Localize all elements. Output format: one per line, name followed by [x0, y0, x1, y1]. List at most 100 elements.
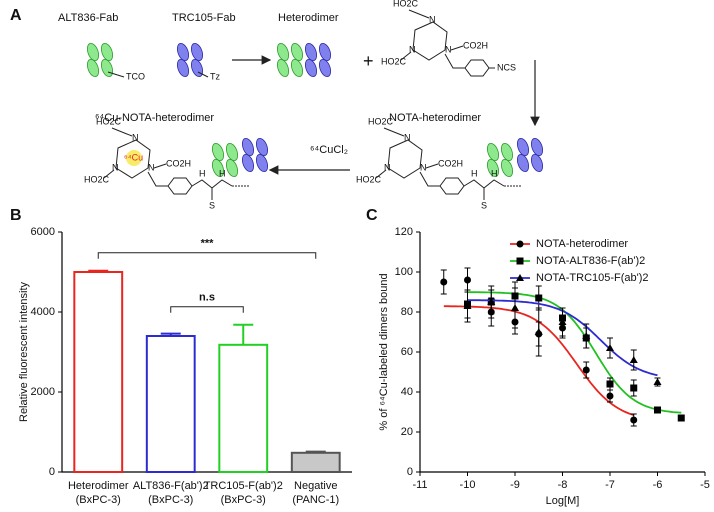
bar: [145, 335, 196, 473]
linker: [197, 71, 209, 78]
fab-domain: [225, 142, 239, 162]
point: [582, 366, 590, 374]
fab-domain: [516, 137, 530, 157]
fab-domain: [276, 42, 290, 62]
y-axis-label: % of ⁶⁴Cu-labeled dimers bound: [378, 273, 390, 430]
point: [606, 380, 614, 388]
fab-domain: [290, 58, 304, 78]
fab-domain: [318, 58, 332, 78]
bond: [375, 169, 387, 179]
chem-label: CO2H: [463, 40, 488, 50]
bracket-label: ***: [201, 238, 215, 250]
fab-domain: [255, 153, 269, 173]
copper-label: ⁶⁴Cu: [124, 152, 143, 162]
point: [534, 328, 543, 335]
chem-label: N: [429, 14, 436, 24]
chem-label: HO2C: [381, 56, 407, 66]
fab-domain: [304, 42, 318, 62]
point: [629, 356, 638, 363]
point: [630, 416, 638, 424]
chem-label: N: [132, 132, 139, 142]
fab-domain: [516, 153, 530, 173]
fab-domain: [190, 58, 204, 78]
chem-label: N: [420, 162, 427, 172]
y-tick-label: 20: [401, 426, 413, 438]
chem-label: H: [491, 168, 498, 178]
fab-domain: [225, 158, 239, 178]
point: [653, 378, 662, 385]
x-tick-sublabel: (BxPC-3): [76, 494, 121, 506]
x-axis-label: Log[M]: [546, 495, 580, 507]
chem-label: HO2C: [393, 0, 419, 8]
scheme-label: NOTA-heterodimer: [389, 112, 481, 124]
bar: [290, 451, 341, 473]
point: [535, 294, 543, 302]
y-tick-label: 120: [395, 226, 413, 238]
chem-label: CO2H: [438, 158, 463, 168]
fab-domain: [290, 42, 304, 62]
scheme-tag: TCO: [126, 71, 145, 81]
chem-label: N: [384, 162, 391, 172]
legend-marker: [516, 257, 524, 265]
panel-label: A: [10, 7, 22, 24]
fab-domain: [190, 42, 204, 62]
x-tick-label: -6: [653, 479, 663, 491]
scheme-label: Heterodimer: [278, 12, 339, 24]
bond: [191, 179, 233, 189]
fab-domain: [241, 137, 255, 157]
x-tick-label: -8: [558, 479, 568, 491]
x-tick-label: Heterodimer: [68, 480, 129, 492]
bond: [147, 171, 168, 187]
fab-domain: [255, 137, 269, 157]
chem-label: N: [112, 162, 119, 172]
fit-curve: [467, 291, 682, 414]
y-tick-label: 0: [49, 466, 55, 478]
chem-label: S: [209, 200, 215, 210]
fab-domain: [530, 153, 544, 173]
point: [558, 318, 567, 325]
axis: [419, 232, 705, 473]
benzene: [439, 177, 465, 195]
y-tick-label: 100: [395, 266, 413, 278]
y-tick-label: 40: [401, 386, 413, 398]
point: [487, 298, 496, 305]
y-tick-label: 60: [401, 346, 413, 358]
fab-domain: [211, 158, 225, 178]
chem-label: HO2C: [356, 174, 382, 184]
fab-domain: [318, 42, 332, 62]
chem-label: CO2H: [166, 158, 191, 168]
legend-label: NOTA-heterodimer: [536, 238, 628, 250]
bracket: [97, 252, 317, 259]
bond: [153, 163, 167, 169]
point: [511, 304, 519, 311]
fab-domain: [486, 158, 500, 178]
reagent: ⁶⁴CuCl₂: [310, 144, 348, 156]
scheme-tag: Tz: [210, 71, 220, 81]
bar: [218, 343, 269, 473]
fab-domain: [276, 58, 290, 78]
benzene: [167, 177, 193, 195]
bond: [450, 45, 464, 51]
bracket-label: n.s: [199, 292, 215, 304]
x-tick-label: TRC105-F(ab')2: [204, 480, 283, 492]
bond: [463, 179, 505, 189]
fab-domain: [304, 58, 318, 78]
x-tick-label: -7: [605, 479, 615, 491]
point: [630, 384, 638, 392]
benzene: [464, 59, 490, 77]
y-tick-label: 0: [407, 466, 413, 478]
chem-label: HO2C: [84, 174, 110, 184]
chem-label: HO2C: [96, 116, 122, 126]
point: [463, 302, 472, 309]
fab-domain: [86, 42, 100, 62]
x-tick-sublabel: (PANC-1): [292, 494, 339, 506]
x-tick-sublabel: (BxPC-3): [221, 494, 266, 506]
point: [677, 414, 685, 422]
bond: [400, 51, 412, 61]
chem-label: H: [199, 168, 206, 178]
chem-label: NCS: [497, 62, 516, 72]
legend-label: NOTA-ALT836-F(ab')2: [536, 255, 645, 267]
chem-label: N: [409, 44, 416, 54]
bond: [111, 127, 133, 137]
fab-domain: [100, 58, 114, 78]
